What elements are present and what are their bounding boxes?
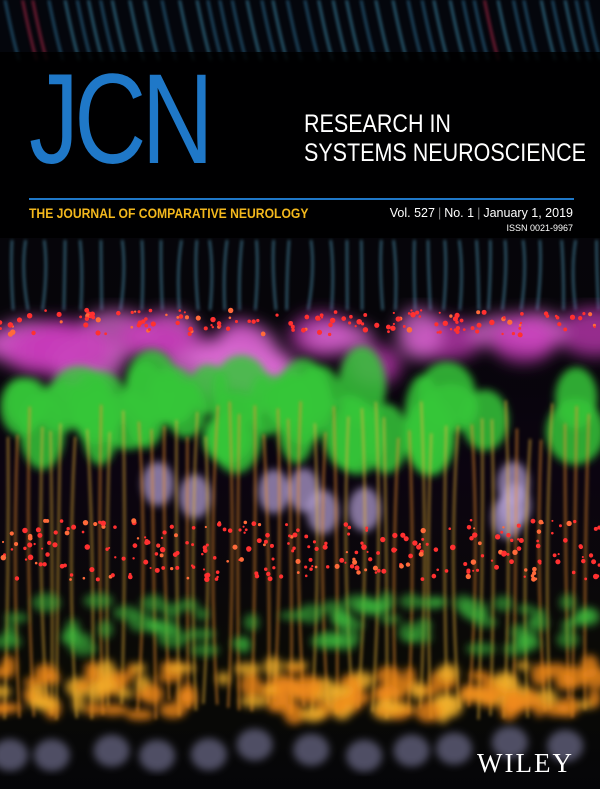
issue-number: No. 1 [444,206,475,220]
publisher-logo: WILEY [477,748,574,778]
issue-info: Vol. 527 | No. 1 | January 1, 2019 [389,206,573,220]
issn: ISSN 0021-9967 [506,223,573,233]
journal-full-name: THE JOURNAL OF COMPARATIVE NEUROLOGY [29,206,309,221]
tagline-line-1: RESEARCH IN [304,110,451,138]
issue-date: January 1, 2019 [483,206,573,220]
journal-tagline: RESEARCH IN SYSTEMS NEUROSCIENCE [304,110,586,168]
masthead-divider [29,198,574,200]
masthead-band [0,52,600,238]
tagline-line-2: SYSTEMS NEUROSCIENCE [304,139,586,167]
journal-logo: JCN [29,48,214,191]
volume: Vol. 527 [389,206,435,220]
